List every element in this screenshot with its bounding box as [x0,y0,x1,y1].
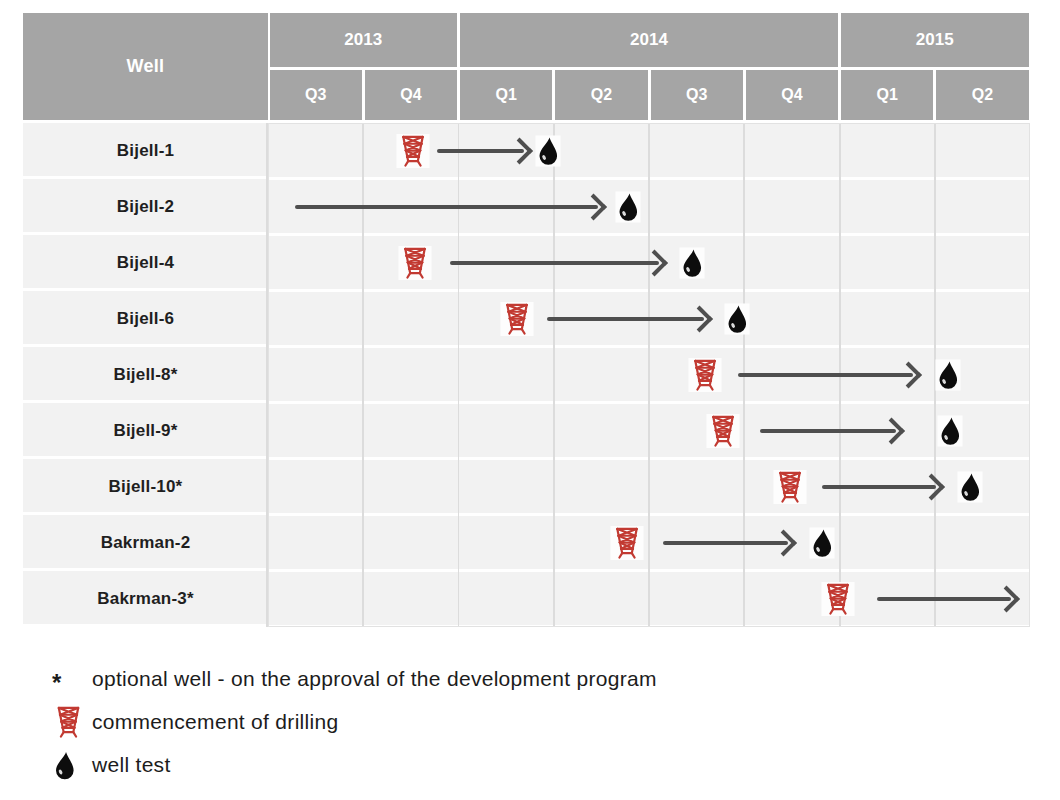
oil-drop-icon [957,472,982,503]
timeline-arrow [450,250,668,276]
drilling-rig-icon [688,358,721,392]
timeline-arrow [547,306,713,332]
arrow-head [918,474,945,501]
drilling-rig-icon [399,246,432,280]
oil-drop-icon [679,248,704,279]
legend-drop-slot [52,750,92,781]
arrow-head [641,250,668,277]
drilling-rig-icon [773,470,806,504]
arrow-head [580,194,607,221]
quarter-header-cell: Q4 [365,70,457,120]
gantt-row [268,347,1030,403]
well-label: Bijell-2 [23,179,268,235]
oil-drop-icon [724,304,749,335]
legend-row-drilling: commencement of drilling [52,704,1002,740]
drilling-rig-icon [706,414,739,448]
gantt-row [268,291,1030,347]
timeline-arrow [663,530,797,556]
timeline-arrow [877,586,1020,612]
well-label: Bijell-1 [23,123,268,179]
oil-drop-icon [535,136,560,167]
gantt-row [268,571,1030,627]
legend-row-welltest: well test [52,747,1002,783]
timeline-arrow [738,362,922,388]
timeline-arrow [295,194,607,220]
arrow-shaft [877,597,1011,601]
oil-drop-icon [52,750,77,781]
legend-drilling-text: commencement of drilling [92,710,338,734]
oil-drop-icon [937,416,962,447]
well-label: Bijell-6 [23,291,268,347]
well-label: Bijell-4 [23,235,268,291]
legend: * optional well - on the approval of the… [52,661,1002,790]
arrow-shaft [738,373,913,377]
year-header-cell: 2014 [460,13,838,67]
oil-drop-icon [809,528,834,559]
drilling-rig-icon [52,705,85,739]
arrow-shaft [663,541,788,545]
quarter-header-cell: Q2 [936,70,1028,120]
well-column-header: Well [23,13,268,120]
well-label: Bijell-10* [23,459,268,515]
arrow-shaft [450,261,659,265]
arrow-head [878,418,905,445]
legend-row-optional: * optional well - on the approval of the… [52,661,1002,697]
arrow-head [506,138,533,165]
gantt-row [268,235,1030,291]
arrow-shaft [760,429,896,433]
drilling-rig-icon [396,134,429,168]
legend-welltest-text: well test [92,753,171,777]
drilling-rig-icon [610,526,643,560]
arrow-head [895,362,922,389]
timeline-arrow [437,138,533,164]
quarter-header-cell: Q1 [841,70,933,120]
year-header-cell: 2013 [270,13,458,67]
quarter-header-cell: Q3 [270,70,362,120]
asterisk-symbol: * [52,675,92,683]
gantt-overlay [268,123,1030,627]
arrow-head [686,306,713,333]
gantt-row [268,403,1030,459]
arrow-head [770,530,797,557]
legend-rig-slot [52,705,92,739]
gantt-row [268,515,1030,571]
quarter-header-cell: Q1 [460,70,552,120]
quarter-header-cell: Q4 [746,70,838,120]
well-label: Bijell-9* [23,403,268,459]
oil-drop-icon [935,360,960,391]
gantt-row [268,179,1030,235]
arrow-shaft [295,205,598,209]
arrow-head [993,586,1020,613]
oil-drop-icon [615,192,640,223]
schedule-table: Well 201320142015 Q3Q4Q1Q2Q3Q4Q1Q2 [23,13,1030,629]
gantt-row [268,459,1030,515]
slide-canvas: Well 201320142015 Q3Q4Q1Q2Q3Q4Q1Q2 [0,0,1060,800]
quarter-header-cell: Q3 [651,70,743,120]
legend-optional-text: optional well - on the approval of the d… [92,667,657,691]
year-header-cell: 2015 [841,13,1029,67]
drilling-rig-icon [501,302,534,336]
gantt-row [268,123,1030,179]
well-label: Bakrman-2 [23,515,268,571]
timeline-arrow [822,474,945,500]
quarter-header-cell: Q2 [555,70,647,120]
drilling-rig-icon [821,582,854,616]
well-label: Bakrman-3* [23,571,268,627]
arrow-shaft [547,317,704,321]
timeline-arrow [760,418,905,444]
well-label: Bijell-8* [23,347,268,403]
